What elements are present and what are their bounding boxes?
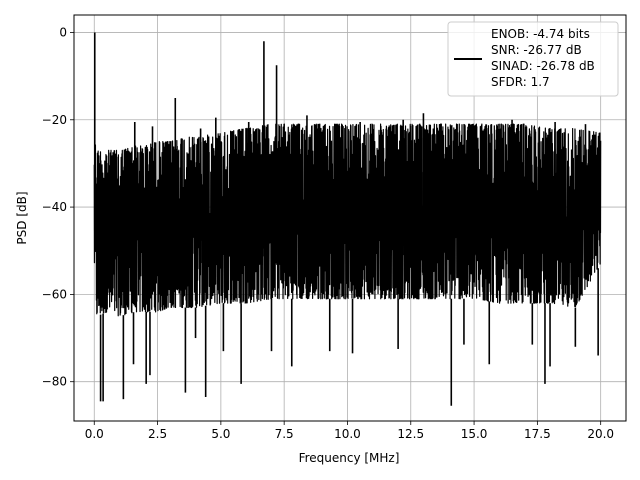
y-tick-label: 0 [59, 25, 67, 39]
legend-entry-sinad: SINAD: -26.78 dB [491, 59, 595, 73]
legend-entry-enob: ENOB: -4.74 bits [491, 27, 590, 41]
y-tick-label: −60 [42, 287, 67, 301]
x-tick-label: 15.0 [461, 427, 488, 441]
x-tick-label: 2.5 [148, 427, 167, 441]
legend-entry-sfdr: SFDR: 1.7 [491, 75, 550, 89]
psd-trace [93, 32, 602, 406]
legend: ENOB: -4.74 bits SNR: -26.77 dB SINAD: -… [447, 21, 619, 97]
y-tick-label: −20 [42, 113, 67, 127]
y-axis: 0 −20 −40 −60 −80 [42, 25, 74, 389]
y-axis-label: PSD [dB] [15, 191, 29, 244]
x-tick-label: 5.0 [211, 427, 230, 441]
legend-entry-snr: SNR: -26.77 dB [491, 43, 582, 57]
y-tick-label: −80 [42, 375, 67, 389]
x-axis: 0.0 2.5 5.0 7.5 10.0 12.5 15.0 17.5 20.0 [85, 421, 614, 441]
x-tick-label: 17.5 [524, 427, 551, 441]
y-tick-label: −40 [42, 200, 67, 214]
x-axis-label: Frequency [MHz] [299, 451, 400, 465]
plot-area [93, 32, 602, 406]
legend-box [447, 21, 619, 97]
psd-series-line [93, 123, 602, 317]
x-tick-label: 12.5 [397, 427, 424, 441]
plot-frame [73, 14, 627, 422]
x-tick-label: 20.0 [587, 427, 614, 441]
x-tick-label: 10.0 [334, 427, 361, 441]
x-tick-label: 0.0 [85, 427, 104, 441]
x-tick-label: 7.5 [275, 427, 294, 441]
